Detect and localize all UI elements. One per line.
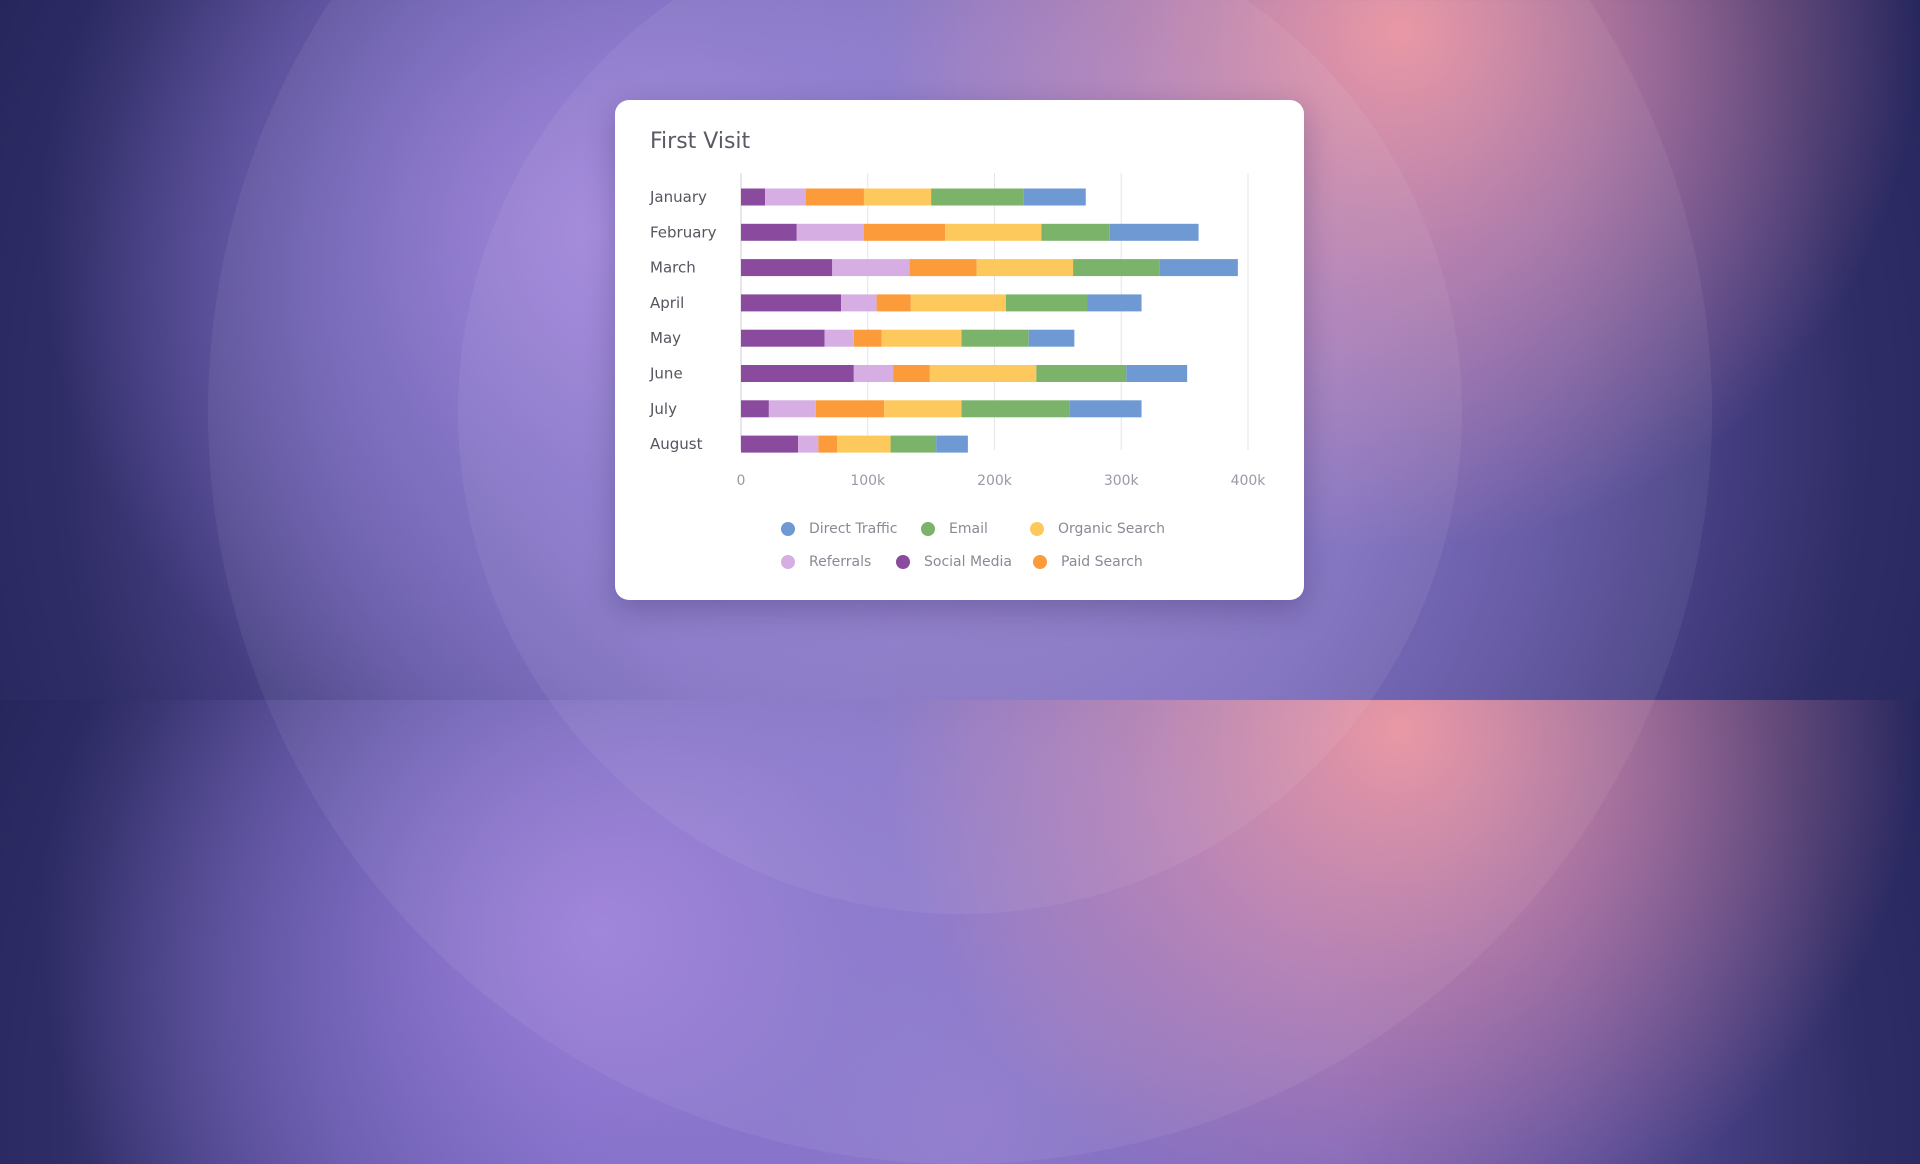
legend-item-direct-traffic: Direct Traffic: [781, 519, 897, 539]
x-tick-label: 0: [737, 473, 746, 489]
bar-april-organic-search: [910, 294, 1006, 312]
bar-april-email: [1005, 294, 1088, 312]
bar-january-direct-traffic: [1023, 188, 1086, 206]
bar-june-social-media: [741, 365, 854, 382]
bar-january-organic-search: [863, 188, 932, 206]
bar-january-social-media: [741, 188, 766, 206]
legend-label: Email: [949, 521, 988, 537]
bar-august-paid-search: [818, 435, 838, 453]
bar-january-paid-search: [805, 188, 864, 206]
bar-january-email: [931, 188, 1024, 206]
bar-june-referrals: [853, 365, 894, 382]
bar-april-direct-traffic: [1087, 294, 1142, 312]
x-tick-label: 300k: [1104, 473, 1140, 489]
bar-may-social-media: [741, 329, 825, 347]
bar-may-paid-search: [853, 329, 882, 347]
bar-march-referrals: [832, 259, 910, 277]
legend-dot-icon: [921, 522, 935, 536]
bar-july-social-media: [741, 400, 769, 418]
x-tick-label: 100k: [850, 473, 886, 489]
x-tick-label: 200k: [977, 473, 1013, 489]
bar-february-email: [1041, 223, 1110, 241]
legend-item-organic-search: Organic Search: [1030, 519, 1165, 539]
bar-july-referrals: [768, 400, 816, 418]
bar-june-paid-search: [893, 365, 930, 382]
legend-dot-icon: [1030, 522, 1044, 536]
legend-label: Organic Search: [1058, 521, 1166, 537]
bar-july-paid-search: [815, 400, 885, 418]
legend-item-social-media: Social Media: [896, 552, 1012, 572]
bar-may-organic-search: [881, 329, 962, 347]
legend-item-paid-search: Paid Search: [1033, 552, 1143, 572]
bar-february-direct-traffic: [1109, 223, 1199, 241]
category-label-june: June: [649, 365, 683, 383]
legend-dot-icon: [1033, 555, 1047, 569]
bar-march-paid-search: [909, 259, 977, 277]
bar-february-paid-search: [863, 223, 946, 241]
x-tick-label: 400k: [1231, 473, 1267, 489]
bar-april-referrals: [841, 294, 877, 312]
stacked-bar-chart: 0 100k 200k 300k 400k January February March Apr…: [649, 173, 1267, 489]
bar-june-email: [1036, 365, 1127, 382]
bar-march-direct-traffic: [1159, 259, 1238, 277]
category-label-may: May: [650, 329, 681, 347]
legend-label: Referrals: [809, 554, 872, 570]
legend-label: Direct Traffic: [809, 521, 898, 537]
bar-may-referrals: [824, 329, 854, 347]
bar-may-email: [961, 329, 1029, 347]
category-label-march: March: [650, 259, 696, 277]
bar-august-social-media: [741, 435, 799, 453]
category-label-january: January: [649, 188, 707, 206]
legend-item-referrals: Referrals: [781, 552, 871, 572]
chart-card: First Visit 0 100k 200k 300k 400k January Febr…: [615, 100, 1304, 600]
legend-dot-icon: [896, 555, 910, 569]
bar-march-social-media: [741, 259, 833, 277]
bar-march-organic-search: [976, 259, 1074, 277]
category-label-april: April: [650, 294, 684, 312]
bar-february-referrals: [796, 223, 864, 241]
bar-august-organic-search: [837, 435, 891, 453]
bar-july-direct-traffic: [1069, 400, 1142, 418]
bar-july-email: [961, 400, 1070, 418]
legend-dot-icon: [781, 522, 795, 536]
bar-may-direct-traffic: [1028, 329, 1075, 347]
chart-title: First Visit: [650, 129, 751, 154]
bar-april-paid-search: [876, 294, 911, 312]
legend-label: Paid Search: [1061, 554, 1143, 570]
bar-august-referrals: [798, 435, 819, 453]
bar-august-email: [890, 435, 937, 453]
legend-item-email: Email: [921, 519, 988, 539]
bar-april-social-media: [741, 294, 842, 312]
bar-june-direct-traffic: [1126, 365, 1188, 382]
legend-dot-icon: [781, 555, 795, 569]
bar-march-email: [1073, 259, 1160, 277]
bar-february-social-media: [741, 223, 797, 241]
bar-august-direct-traffic: [936, 435, 968, 453]
bar-july-organic-search: [884, 400, 962, 418]
bar-january-referrals: [765, 188, 806, 206]
bar-june-organic-search: [929, 365, 1037, 382]
bar-february-organic-search: [945, 223, 1042, 241]
category-label-august: August: [650, 435, 703, 453]
legend-label: Social Media: [924, 554, 1013, 570]
category-label-july: July: [649, 400, 677, 418]
category-label-february: February: [650, 223, 717, 241]
